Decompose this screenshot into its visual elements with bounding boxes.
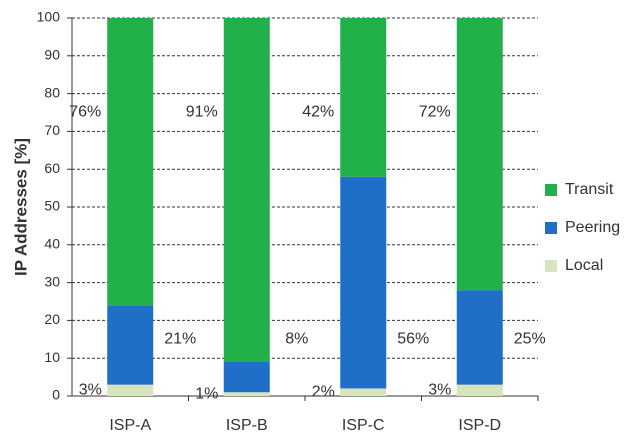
y-tick-label: 90	[44, 47, 60, 63]
x-tick-label: ISP-B	[226, 417, 268, 433]
bar-segment	[107, 384, 154, 396]
value-label: 8%	[285, 331, 308, 348]
y-tick-label: 40	[44, 236, 60, 252]
legend-label: Transit	[565, 181, 614, 198]
value-label: 2%	[312, 383, 335, 400]
legend-swatch	[545, 260, 557, 272]
value-label: 3%	[428, 382, 451, 399]
value-label: 3%	[79, 382, 102, 399]
y-tick-label: 20	[44, 311, 60, 327]
value-label: 91%	[186, 104, 218, 121]
bar-segment	[340, 18, 387, 177]
bar-segment	[456, 384, 503, 396]
y-tick-label: 0	[52, 387, 60, 403]
x-tick-label: ISP-A	[109, 417, 151, 433]
y-tick-label: 70	[44, 122, 60, 138]
y-tick-label: 60	[44, 160, 60, 176]
bar-segment	[223, 18, 270, 362]
y-tick-label: 30	[44, 273, 60, 289]
value-label: 72%	[419, 104, 451, 121]
value-label: 25%	[514, 331, 546, 348]
bar-segment	[340, 388, 387, 396]
y-tick-label: 100	[37, 9, 61, 25]
value-label: 42%	[302, 104, 334, 121]
legend-swatch	[545, 222, 557, 234]
bar-segment	[456, 18, 503, 291]
x-tick-label: ISP-D	[458, 417, 501, 433]
y-tick-label: 80	[44, 84, 60, 100]
value-label: 56%	[397, 331, 429, 348]
legend-label: Local	[565, 257, 603, 274]
bar-segment	[340, 176, 387, 389]
legend-swatch	[545, 184, 557, 196]
bar-segment	[223, 392, 270, 396]
bar-segment	[107, 18, 154, 306]
bar-segment	[223, 361, 270, 393]
y-tick-label: 10	[44, 349, 60, 365]
y-tick-label: 50	[44, 198, 60, 214]
value-label: 21%	[164, 331, 196, 348]
value-label: 76%	[69, 104, 101, 121]
bar-segment	[107, 305, 154, 385]
legend-label: Peering	[565, 219, 620, 236]
bar-segment	[456, 290, 503, 385]
y-axis-title: IP Addresses [%]	[11, 138, 30, 276]
value-label: 1%	[195, 385, 218, 402]
x-tick-label: ISP-C	[342, 417, 385, 433]
